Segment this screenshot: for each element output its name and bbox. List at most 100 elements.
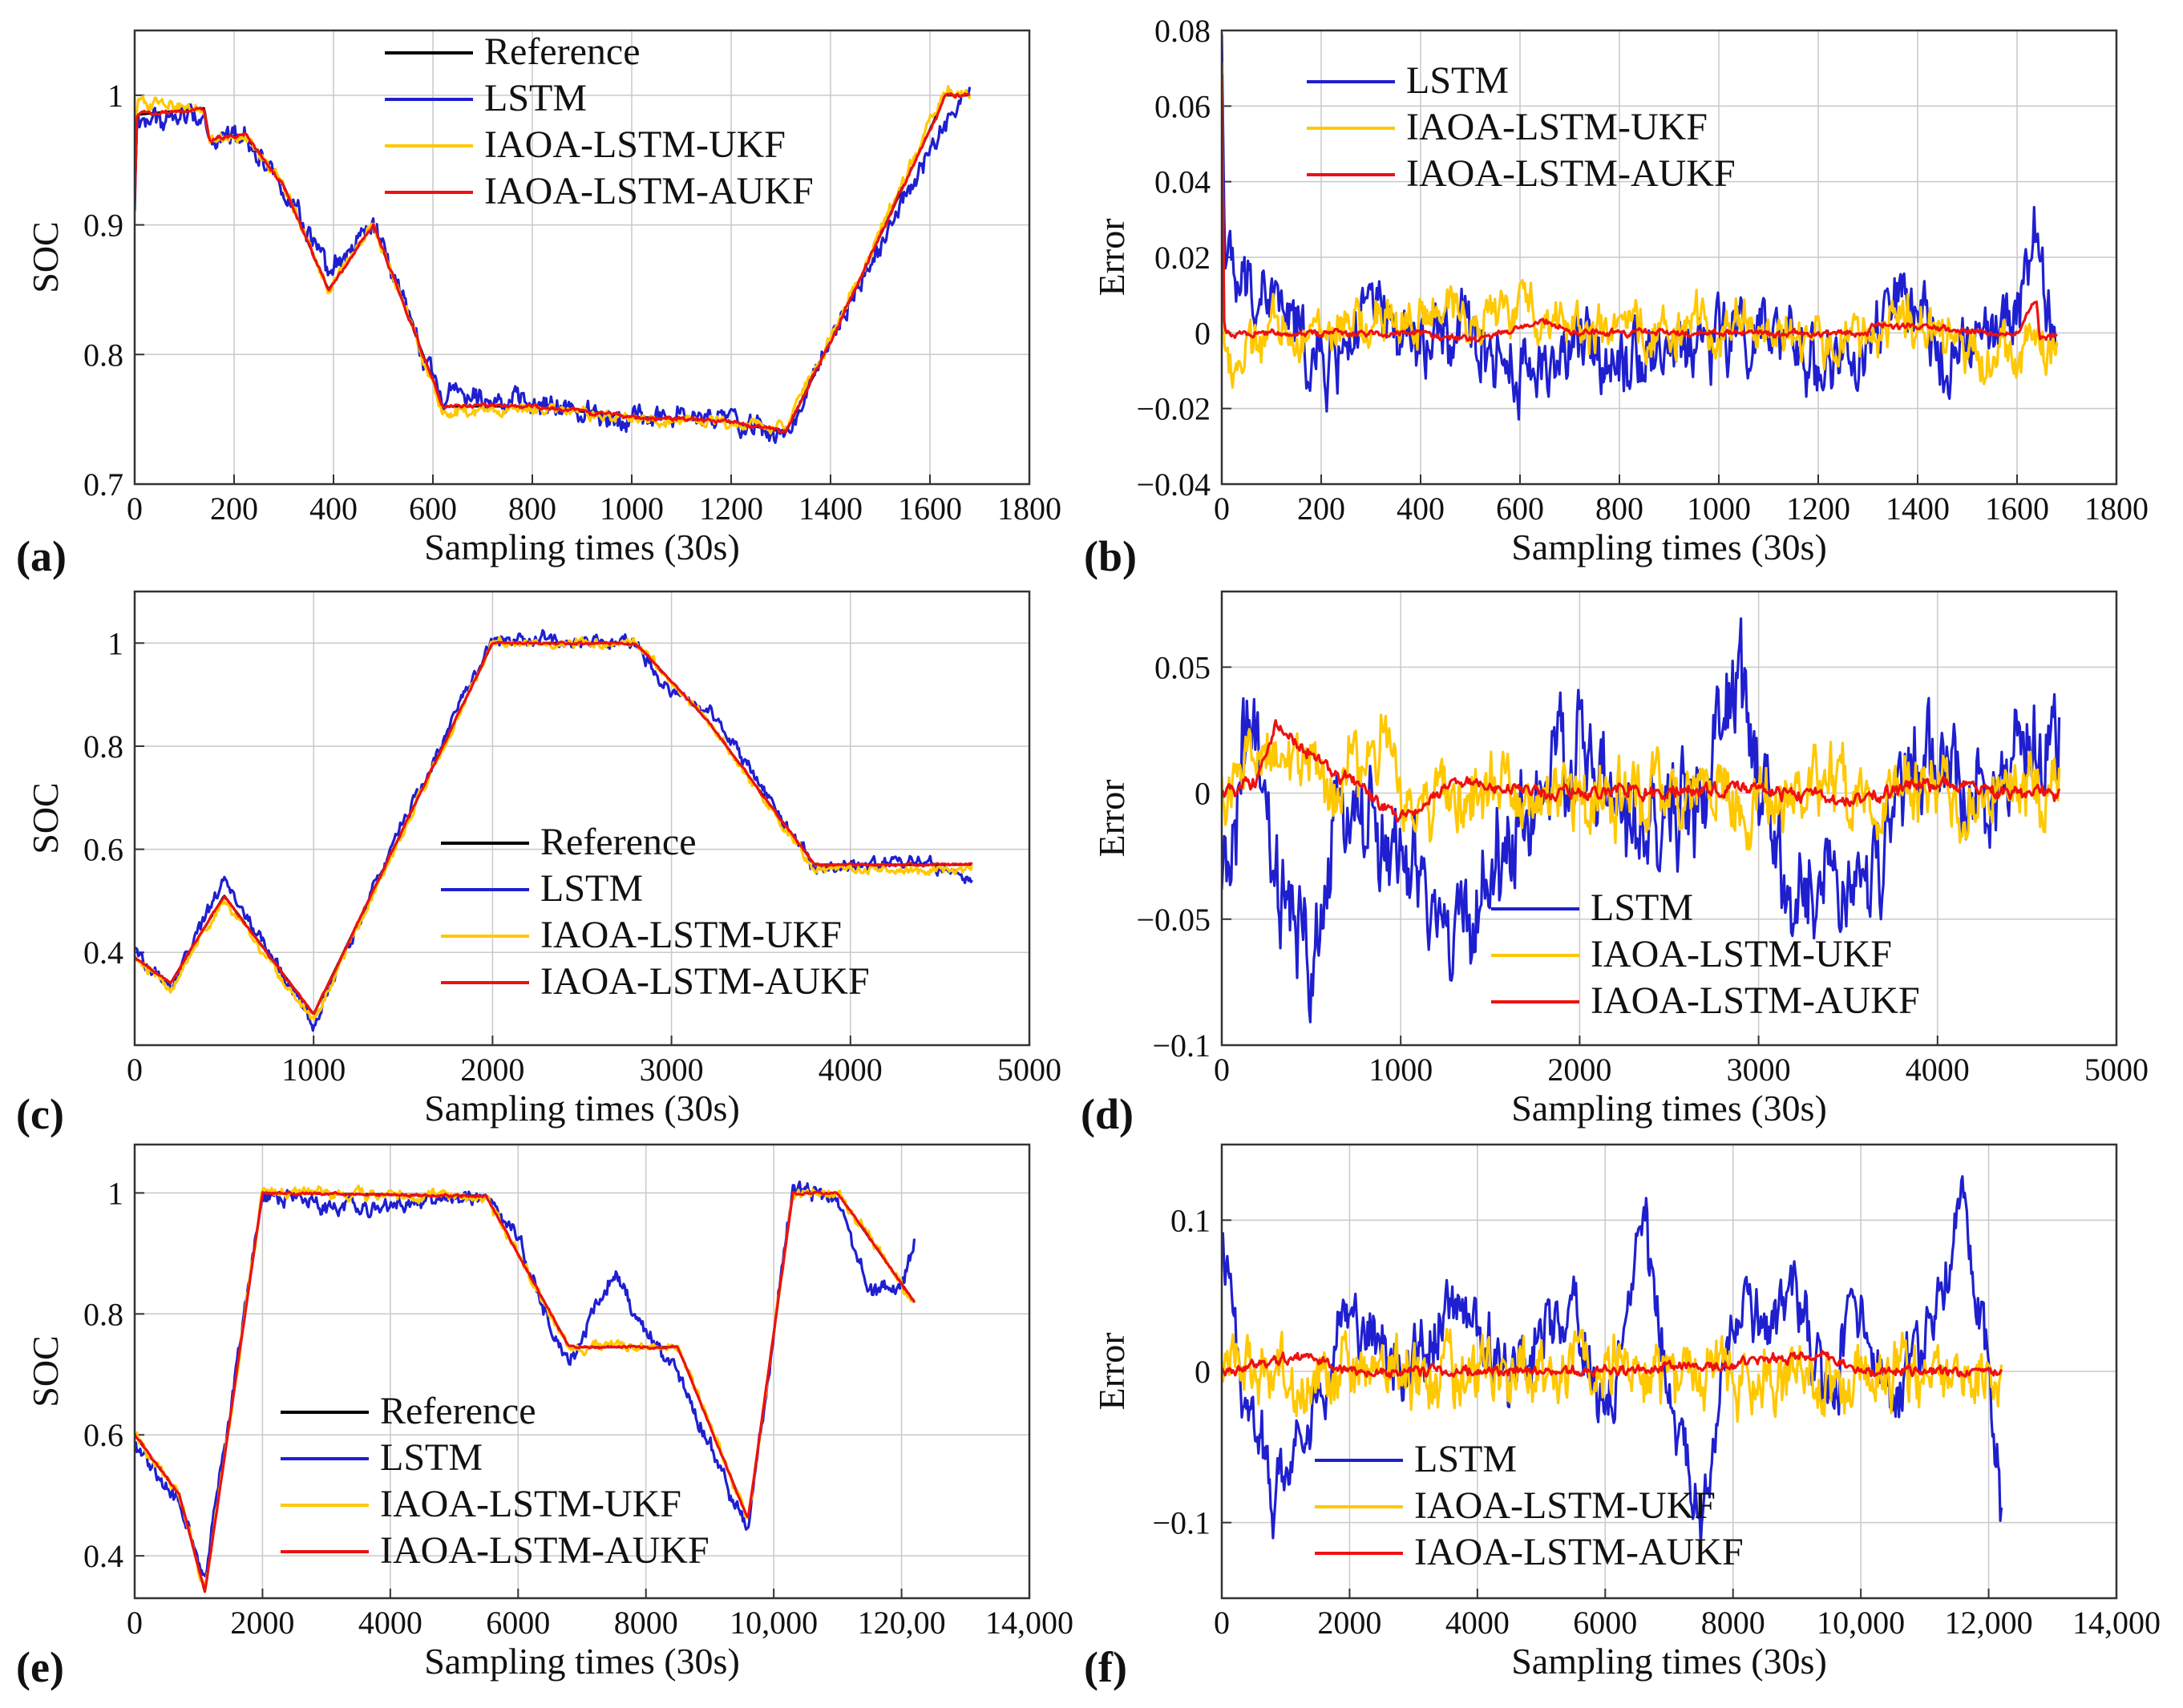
- legend-entry: Reference: [484, 30, 641, 73]
- x-tick-label: 8000: [614, 1605, 678, 1641]
- y-axis-label: SOC: [25, 782, 66, 854]
- panel-label: (f): [1084, 1643, 1127, 1691]
- x-tick-label: 10,000: [1817, 1605, 1905, 1641]
- y-tick-label: 0.6: [83, 832, 123, 868]
- x-tick-label: 5000: [997, 1052, 1061, 1088]
- x-tick-label: 3000: [640, 1052, 704, 1088]
- y-tick-label: −0.04: [1136, 466, 1211, 503]
- x-axis-label: Sampling times (30s): [424, 527, 740, 567]
- series-line-iaoa-lstm-aukf: [135, 640, 973, 1016]
- y-tick-label: 0.8: [83, 337, 123, 373]
- legend-entry: Reference: [380, 1390, 536, 1432]
- x-tick-label: 200: [210, 491, 258, 527]
- plot-frame: [133, 590, 1031, 1047]
- x-tick-label: 2000: [460, 1052, 524, 1088]
- y-tick-label: 1: [107, 625, 123, 661]
- y-tick-label: 0.8: [83, 729, 123, 765]
- y-tick-label: 0.02: [1154, 240, 1211, 276]
- panel-label: (e): [16, 1643, 64, 1691]
- x-tick-label: 400: [1397, 491, 1445, 527]
- x-axis-label: Sampling times (30s): [424, 1088, 740, 1129]
- y-tick-label: −0.1: [1152, 1505, 1211, 1541]
- x-tick-label: 0: [127, 1052, 143, 1088]
- x-tick-label: 4000: [819, 1052, 883, 1088]
- x-tick-label: 1800: [2084, 491, 2149, 527]
- legend-entry: Reference: [540, 821, 697, 863]
- x-tick-label: 2000: [1547, 1052, 1611, 1088]
- y-tick-label: 0.1: [1170, 1202, 1211, 1238]
- y-tick-label: 0.4: [83, 935, 123, 971]
- series-line-lstm: [1222, 1175, 2003, 1546]
- legend-entry: IAOA-LSTM-UKF: [1591, 933, 1892, 975]
- y-tick-label: 0.04: [1154, 164, 1211, 200]
- legend-entry: IAOA-LSTM-AUKF: [540, 960, 870, 1003]
- x-tick-label: 200: [1297, 491, 1345, 527]
- x-tick-label: 0: [1214, 1605, 1230, 1641]
- panel-a: 0 200 400 600 800 1000 1200 1400 1600 1800 0.7 0.8 0…: [16, 29, 1061, 580]
- x-tick-label: 1200: [1786, 491, 1850, 527]
- legend-entry: IAOA-LSTM-AUKF: [1406, 152, 1736, 195]
- y-tick-label: 0.08: [1154, 13, 1211, 49]
- y-tick-label: 0.9: [83, 208, 123, 244]
- x-tick-label: 8000: [1701, 1605, 1765, 1641]
- x-tick-label: 1000: [600, 491, 664, 527]
- panel-label: (b): [1084, 532, 1137, 580]
- panel-b: 0 200 400 600 800 1000 1200 1400 1600 1800 −0.04 −0…: [1084, 13, 2149, 580]
- panel-e: 0 2000 4000 6000 8000 10,000 120,00 14,000 0.4 0.…: [16, 1143, 1073, 1691]
- y-tick-label: 0: [1195, 1354, 1211, 1390]
- panel-label: (d): [1081, 1090, 1134, 1138]
- x-tick-label: 120,00: [858, 1605, 946, 1641]
- y-tick-label: 0.6: [83, 1417, 123, 1453]
- x-tick-label: 6000: [1573, 1605, 1637, 1641]
- x-tick-label: 4000: [358, 1605, 422, 1641]
- legend-entry: LSTM: [540, 867, 643, 910]
- legend-entry: IAOA-LSTM-UKF: [1414, 1484, 1716, 1527]
- series-line-lstm: [1222, 34, 2059, 421]
- x-tick-label: 1000: [1368, 1052, 1433, 1088]
- legend-entry: IAOA-LSTM-AUKF: [380, 1529, 709, 1572]
- legend-entry: LSTM: [380, 1436, 483, 1479]
- plot-frame: [1220, 1143, 2118, 1600]
- plot-frame: [133, 1143, 1031, 1600]
- x-tick-label: 12,000: [1945, 1605, 2033, 1641]
- x-tick-label: 14,000: [2072, 1605, 2161, 1641]
- y-tick-label: 0: [1195, 315, 1211, 351]
- plot-area: [135, 1145, 1029, 1598]
- series-line-iaoa-lstm-aukf: [1222, 719, 2061, 823]
- x-tick-label: 4000: [1445, 1605, 1510, 1641]
- x-tick-label: 0: [127, 1605, 143, 1641]
- x-tick-label: 3000: [1727, 1052, 1791, 1088]
- x-axis-label: Sampling times (30s): [1511, 527, 1827, 567]
- x-tick-label: 2000: [230, 1605, 294, 1641]
- y-tick-label: 1: [107, 78, 123, 114]
- x-axis-label: Sampling times (30s): [1511, 1641, 1827, 1682]
- x-tick-label: 0: [1214, 491, 1230, 527]
- x-tick-label: 600: [409, 491, 457, 527]
- legend-entry: LSTM: [1414, 1438, 1517, 1480]
- legend-entry: IAOA-LSTM-UKF: [1406, 106, 1708, 148]
- legend-entry: IAOA-LSTM-AUKF: [1591, 979, 1920, 1022]
- x-axis-label: Sampling times (30s): [1511, 1088, 1827, 1129]
- y-tick-label: 0.8: [83, 1296, 123, 1332]
- x-tick-label: 800: [508, 491, 556, 527]
- y-tick-label: 0.4: [83, 1538, 123, 1574]
- y-axis-label: SOC: [25, 1335, 66, 1407]
- legend-entry: IAOA-LSTM-UKF: [380, 1483, 681, 1525]
- x-tick-label: 600: [1496, 491, 1544, 527]
- y-axis-label: Error: [1091, 1332, 1132, 1410]
- x-tick-label: 4000: [1906, 1052, 1970, 1088]
- y-tick-label: 0.06: [1154, 88, 1211, 124]
- y-tick-label: −0.05: [1136, 902, 1211, 938]
- x-tick-label: 2000: [1317, 1605, 1381, 1641]
- x-tick-label: 1600: [1985, 491, 2049, 527]
- plot-frame: [1220, 590, 2118, 1047]
- legend-entry: LSTM: [1406, 59, 1509, 102]
- plot-frame: [1220, 29, 2118, 486]
- x-tick-label: 400: [309, 491, 358, 527]
- series-line-iaoa-lstm-aukf: [1222, 74, 2058, 343]
- x-tick-label: 0: [1214, 1052, 1230, 1088]
- x-tick-label: 1400: [798, 491, 863, 527]
